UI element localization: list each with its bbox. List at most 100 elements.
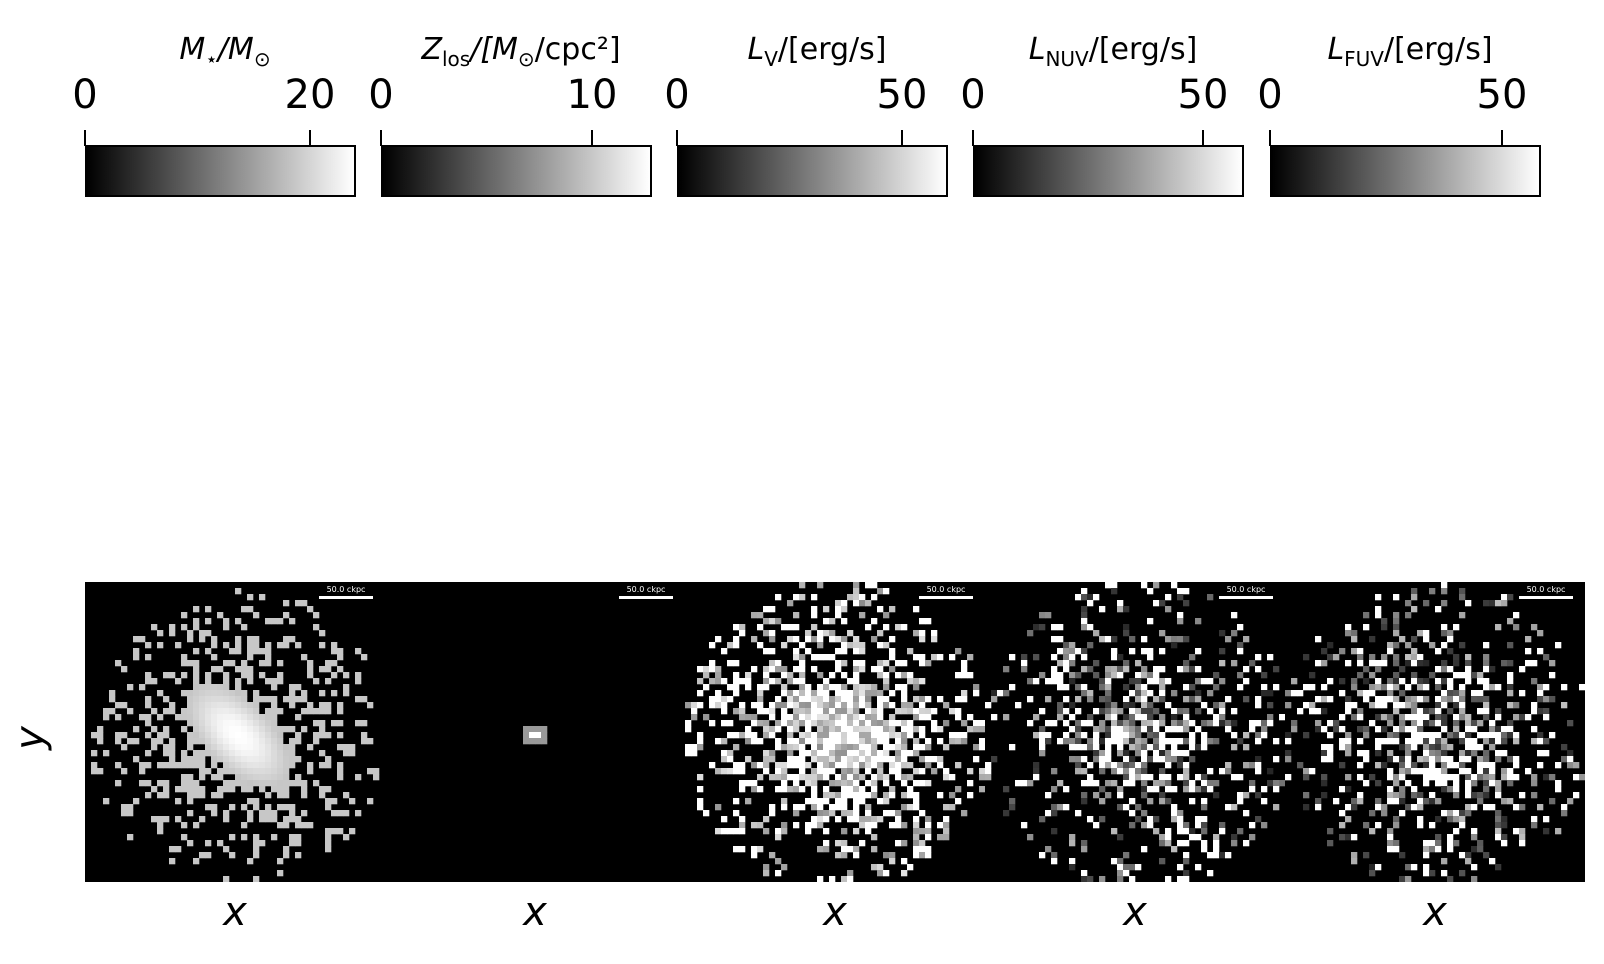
heatmap-cell (1423, 720, 1430, 727)
heatmap-cell (1405, 600, 1412, 607)
heatmap-cell (1507, 672, 1514, 679)
heatmap-cell (853, 678, 860, 685)
heatmap-cell (865, 582, 872, 589)
heatmap-cell (1447, 684, 1454, 691)
scale-bar-line (919, 596, 973, 599)
heatmap-cell (217, 792, 224, 799)
heatmap-cell (289, 636, 296, 643)
heatmap-cell (955, 648, 962, 655)
heatmap-cell (1231, 708, 1238, 715)
heatmap-cell (727, 732, 734, 739)
heatmap-cell (241, 690, 248, 697)
heatmap-cell (265, 774, 272, 781)
heatmap-cell (1153, 720, 1160, 727)
heatmap-cell (1405, 684, 1412, 691)
heatmap-cell (265, 750, 272, 757)
heatmap-cell (727, 684, 734, 691)
heatmap-cell (1063, 684, 1070, 691)
heatmap-cell (1561, 756, 1568, 763)
heatmap-cell (259, 774, 266, 781)
heatmap-cell (1483, 780, 1490, 787)
heatmap-cell (199, 732, 206, 739)
heatmap-cell (835, 732, 842, 739)
heatmap-cell (235, 684, 242, 691)
heatmap-cell (937, 756, 944, 763)
heatmap-cell (1393, 612, 1400, 619)
heatmap-cell (217, 774, 224, 781)
heatmap-cell (739, 708, 746, 715)
heatmap-cell (307, 660, 314, 667)
heatmap-cell (1309, 684, 1316, 691)
heatmap-cell (1483, 792, 1490, 799)
heatmap-cell (763, 666, 770, 673)
heatmap-cell (1153, 750, 1160, 757)
heatmap-cell (1531, 738, 1538, 745)
heatmap-cell (823, 792, 830, 799)
heatmap-cell (1435, 756, 1442, 763)
heatmap-cell (1141, 636, 1148, 643)
heatmap-cell (1045, 612, 1052, 619)
heatmap-cell (1303, 804, 1310, 811)
heatmap-cell (187, 780, 194, 787)
heatmap-cell (733, 744, 740, 751)
heatmap-cell (265, 816, 272, 823)
heatmap-cell (1237, 642, 1244, 649)
heatmap-cell (253, 636, 260, 643)
heatmap-cell (1393, 774, 1400, 781)
heatmap-cell (1099, 876, 1106, 882)
heatmap-cell (883, 660, 890, 667)
heatmap-cell (805, 636, 812, 643)
heatmap-cell (193, 666, 200, 673)
heatmap-cell (757, 690, 764, 697)
heatmap-cell (871, 732, 878, 739)
heatmap-cell (1423, 750, 1430, 757)
heatmap-cell (1459, 852, 1466, 859)
heatmap-cell (277, 774, 284, 781)
heatmap-cell (1453, 816, 1460, 823)
heatmap-cell (733, 708, 740, 715)
heatmap-cell (193, 750, 200, 757)
heatmap-cell (151, 786, 158, 793)
heatmap-cell (1093, 672, 1100, 679)
heatmap-cell (283, 822, 290, 829)
heatmap-cell (1189, 798, 1196, 805)
heatmap-cell (181, 786, 188, 793)
heatmap-cell (1057, 660, 1064, 667)
heatmap-cell (271, 762, 278, 769)
heatmap-cell (301, 690, 308, 697)
heatmap-cell (187, 798, 194, 805)
heatmap-cell (1255, 696, 1262, 703)
heatmap-cell (817, 636, 824, 643)
heatmap-cell (1183, 768, 1190, 775)
heatmap-cell (235, 720, 242, 727)
heatmap-cell (1537, 696, 1544, 703)
heatmap-cell (721, 648, 728, 655)
heatmap-cell (1195, 666, 1202, 673)
heatmap-cell (1411, 720, 1418, 727)
heatmap-cell (223, 762, 230, 769)
heatmap-cell (1429, 762, 1436, 769)
heatmap-cell (877, 696, 884, 703)
heatmap-cell (931, 630, 938, 637)
heatmap-cell (1411, 702, 1418, 709)
heatmap-cell (919, 840, 926, 847)
heatmap-cell (1405, 756, 1412, 763)
scale-bar: 50.0 ckpc (1519, 585, 1573, 599)
heatmap-cell (925, 828, 932, 835)
heatmap-cell (247, 750, 254, 757)
heatmap-cell (907, 786, 914, 793)
heatmap-cell (835, 816, 842, 823)
heatmap-cell (865, 732, 872, 739)
heatmap-cell (949, 804, 956, 811)
heatmap-cell (283, 774, 290, 781)
heatmap-cell (991, 690, 998, 697)
heatmap-cell (1087, 714, 1094, 721)
heatmap-cell (1033, 768, 1040, 775)
heatmap-cell (853, 738, 860, 745)
heatmap-cell (1423, 762, 1430, 769)
heatmap-cell (1045, 732, 1052, 739)
heatmap-cell (829, 684, 836, 691)
heatmap-cell (859, 612, 866, 619)
heatmap-cell (1381, 810, 1388, 817)
heatmap-cell (181, 780, 188, 787)
